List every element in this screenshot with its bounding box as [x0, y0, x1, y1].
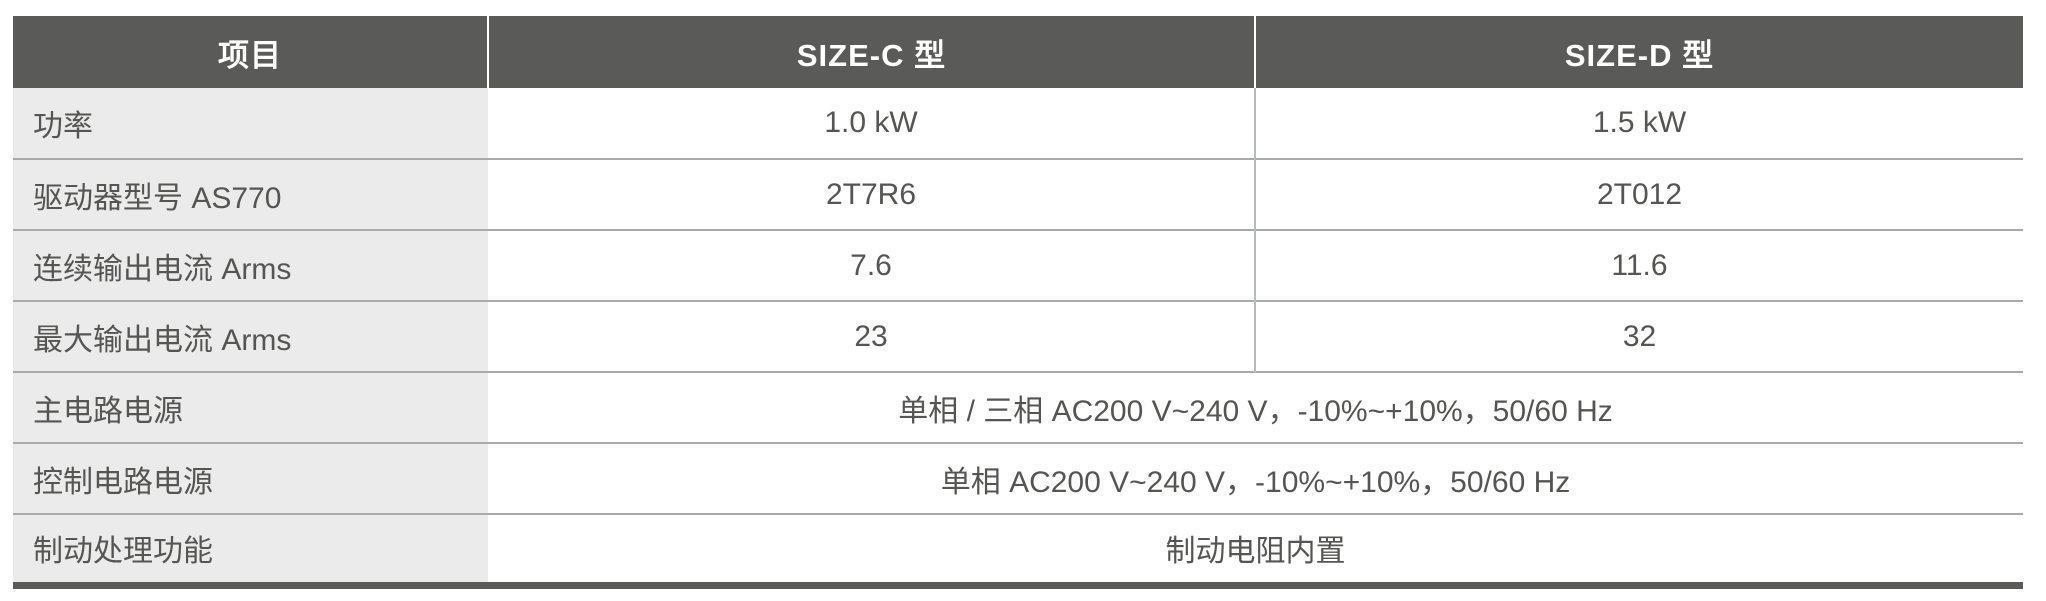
value-size-d: 32 [1255, 300, 2023, 372]
table-row-control-power: 控制电路电源 单相 AC200 V~240 V，-10%~+10%，50/60 … [13, 442, 2023, 514]
row-label: 制动处理功能 [13, 513, 488, 585]
value-merged: 制动电阻内置 [488, 513, 2023, 585]
row-label: 主电路电源 [13, 371, 488, 443]
col-header-size-d: SIZE-D 型 [1254, 16, 2023, 88]
spec-table: 项目 SIZE-C 型 SIZE-D 型 功率 1.0 kW 1.5 kW 驱动… [13, 16, 2023, 589]
table-row-main-power: 主电路电源 单相 / 三相 AC200 V~240 V，-10%~+10%，50… [13, 371, 2023, 443]
value-merged: 单相 AC200 V~240 V，-10%~+10%，50/60 Hz [488, 442, 2023, 514]
value-size-d: 11.6 [1255, 229, 2023, 301]
value-size-c: 1.0 kW [488, 88, 1256, 159]
table-header: 项目 SIZE-C 型 SIZE-D 型 [13, 16, 2023, 88]
col-header-item: 项目 [13, 16, 488, 88]
row-label: 控制电路电源 [13, 442, 488, 514]
value-merged: 单相 / 三相 AC200 V~240 V，-10%~+10%，50/60 Hz [488, 371, 2023, 443]
table-row-continuous-current: 连续输出电流 Arms 7.6 11.6 [13, 229, 2023, 301]
row-label: 功率 [13, 88, 488, 159]
col-header-size-c: SIZE-C 型 [487, 16, 1255, 88]
row-label: 最大输出电流 Arms [13, 300, 488, 372]
value-size-c: 7.6 [488, 229, 1256, 301]
value-size-c: 23 [488, 300, 1256, 372]
header-row: 项目 SIZE-C 型 SIZE-D 型 [13, 16, 2023, 88]
table-row-brake-function: 制动处理功能 制动电阻内置 [13, 513, 2023, 585]
table-row-power: 功率 1.0 kW 1.5 kW [13, 88, 2023, 159]
table-body: 功率 1.0 kW 1.5 kW 驱动器型号 AS770 2T7R6 2T012… [13, 88, 2023, 585]
row-label: 驱动器型号 AS770 [13, 158, 488, 230]
value-size-c: 2T7R6 [488, 158, 1256, 230]
table-row-drive-model: 驱动器型号 AS770 2T7R6 2T012 [13, 158, 2023, 230]
table-row-max-current: 最大输出电流 Arms 23 32 [13, 300, 2023, 372]
value-size-d: 1.5 kW [1255, 88, 2023, 159]
row-label: 连续输出电流 Arms [13, 229, 488, 301]
value-size-d: 2T012 [1255, 158, 2023, 230]
